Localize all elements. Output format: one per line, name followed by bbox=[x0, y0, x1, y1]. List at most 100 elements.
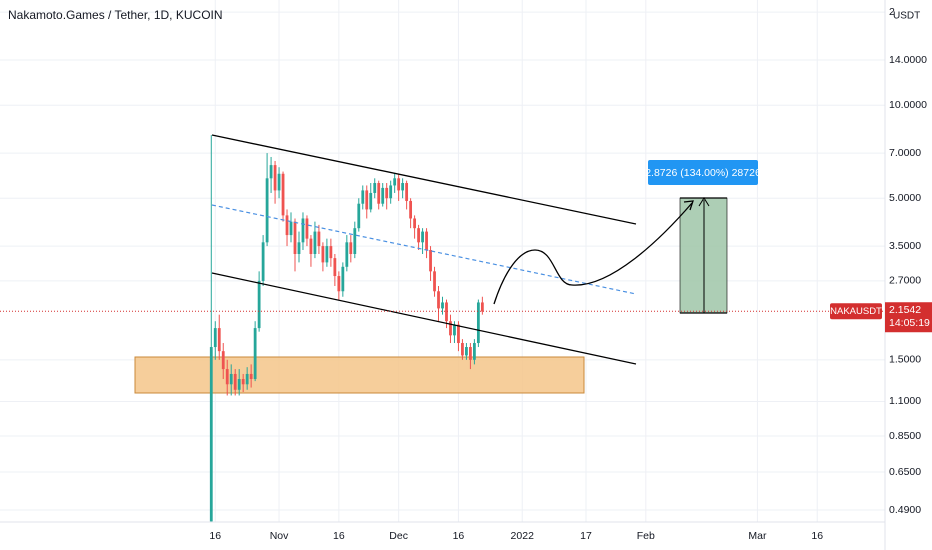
candle-body bbox=[265, 178, 269, 243]
candle-body bbox=[245, 373, 249, 385]
candle-body bbox=[441, 302, 444, 309]
candles bbox=[209, 135, 484, 522]
annotation: 2.8726 (134.00%) 28726 bbox=[645, 167, 761, 179]
y-tick-label: 0.8500 bbox=[889, 430, 921, 442]
channel-upper bbox=[211, 134, 637, 225]
candle-body bbox=[472, 343, 476, 360]
candle-body bbox=[317, 231, 321, 247]
candle-body bbox=[469, 347, 472, 360]
candle-body bbox=[289, 221, 293, 236]
currency-label: USDT bbox=[893, 11, 920, 22]
y-tick-label: 0.4900 bbox=[889, 504, 921, 516]
x-tick-label: Dec bbox=[389, 530, 408, 542]
y-tick-label: 2 bbox=[889, 6, 895, 18]
projection-arrowhead bbox=[683, 200, 694, 211]
candle-body bbox=[269, 165, 273, 179]
candle-body bbox=[229, 373, 233, 385]
candle-body bbox=[257, 280, 261, 329]
channel-mid bbox=[211, 204, 637, 295]
candle-body bbox=[261, 242, 265, 281]
candle-body bbox=[373, 183, 377, 193]
candle-body bbox=[389, 185, 393, 199]
y-tick-label: 3.5000 bbox=[889, 240, 921, 252]
candle-body bbox=[381, 187, 385, 204]
x-tick-label: 16 bbox=[453, 530, 465, 542]
x-tick-label: 16 bbox=[333, 530, 345, 542]
candle-body bbox=[433, 271, 436, 292]
price-tag bbox=[885, 302, 932, 333]
candle-body bbox=[309, 238, 313, 254]
candle-body bbox=[277, 173, 281, 191]
candle-body bbox=[209, 347, 213, 522]
candle-body bbox=[365, 190, 369, 210]
candle-body bbox=[413, 218, 416, 229]
candle-body bbox=[249, 373, 253, 380]
candle-body bbox=[305, 218, 309, 239]
candle-body bbox=[281, 173, 285, 216]
x-tick-label: 16 bbox=[811, 530, 823, 542]
y-tick-label: 0.6500 bbox=[889, 466, 921, 478]
candle-body bbox=[329, 246, 333, 259]
candle-body bbox=[397, 178, 401, 191]
candle-body bbox=[297, 242, 301, 254]
candle-body bbox=[313, 231, 317, 254]
candle-body bbox=[273, 165, 277, 191]
symbol-label: NAKAUSDT bbox=[830, 306, 882, 317]
candle-body bbox=[233, 373, 237, 390]
candle-body bbox=[385, 187, 389, 199]
candle-body bbox=[393, 178, 397, 186]
candle-body bbox=[301, 218, 305, 243]
x-tick-label: Mar bbox=[748, 530, 767, 542]
candle-body bbox=[480, 302, 484, 312]
axes: 0.4900 0.6500 0.8500 1.1000 1.5000 2.7000 3.50… bbox=[0, 6, 932, 542]
candle-body bbox=[465, 347, 468, 356]
candle-body bbox=[437, 291, 440, 309]
candle-body bbox=[217, 328, 221, 352]
y-tick-label: 14.0000 bbox=[889, 54, 927, 66]
x-tick-label: 17 bbox=[580, 530, 592, 542]
candle-body bbox=[345, 242, 349, 267]
candle-body bbox=[213, 328, 217, 348]
candle-body bbox=[341, 266, 345, 292]
x-tick-label: Nov bbox=[270, 530, 289, 542]
candle-body bbox=[241, 379, 245, 385]
candle-body bbox=[429, 249, 432, 272]
candle-body bbox=[405, 183, 409, 201]
candle-body bbox=[337, 276, 341, 292]
candle-body bbox=[237, 379, 241, 390]
y-tick-label: 2.7000 bbox=[889, 275, 921, 287]
candle-body bbox=[353, 228, 357, 254]
candle-body bbox=[457, 324, 460, 344]
candle-body bbox=[357, 203, 361, 229]
candle-body bbox=[401, 183, 405, 191]
candle-body bbox=[476, 302, 480, 344]
y-tick-label: 1.5000 bbox=[889, 354, 921, 366]
support-zone bbox=[134, 356, 585, 394]
x-tick-label: 2022 bbox=[511, 530, 535, 542]
candle-body bbox=[445, 302, 448, 322]
candle-body bbox=[425, 231, 428, 250]
candle-body bbox=[253, 328, 257, 380]
candle-body bbox=[461, 343, 464, 356]
annotation-box bbox=[648, 160, 758, 185]
price-label: 2.1542 bbox=[889, 304, 921, 316]
x-tick-label: 16 bbox=[209, 530, 221, 542]
symbol-tag bbox=[830, 303, 882, 320]
chart-title: Nakamoto.Games / Tether, 1D, KUCOIN bbox=[8, 8, 223, 22]
y-tick-label: 7.0000 bbox=[889, 147, 921, 159]
candle-body bbox=[417, 228, 420, 243]
candle-body bbox=[225, 369, 229, 385]
y-tick-label: 10.0000 bbox=[889, 99, 927, 111]
candle-body bbox=[377, 183, 381, 204]
projection-path bbox=[493, 202, 693, 305]
candle-body bbox=[221, 351, 225, 370]
candle-body bbox=[453, 324, 456, 336]
candle-body bbox=[333, 258, 337, 277]
candle-body bbox=[325, 246, 329, 263]
countdown-label: 14:05:19 bbox=[889, 317, 930, 329]
candle-body bbox=[409, 200, 413, 219]
grid bbox=[0, 0, 885, 522]
candle-body bbox=[285, 215, 289, 236]
